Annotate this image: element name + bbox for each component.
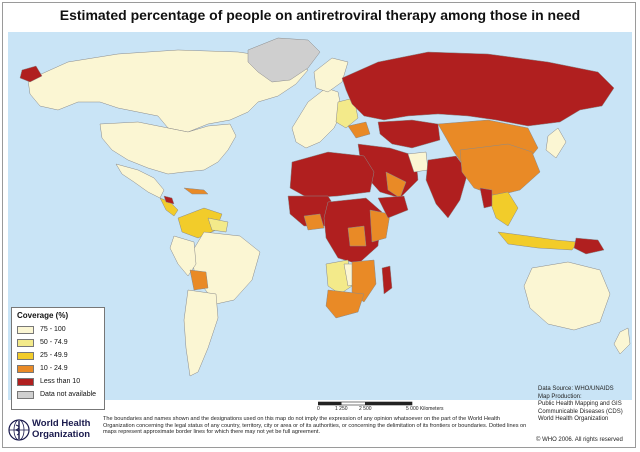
south-africa bbox=[325, 289, 365, 319]
india bbox=[425, 155, 469, 219]
myanmar bbox=[479, 187, 493, 209]
map-production: Map Production: bbox=[538, 393, 582, 400]
legend-label: 25 - 49.9 bbox=[40, 352, 68, 359]
peru bbox=[169, 235, 197, 277]
scale-label-1250: 1 250 bbox=[335, 406, 348, 412]
guianas bbox=[207, 217, 229, 233]
southern-africa-e bbox=[351, 259, 377, 303]
map-title: Estimated percentage of people on antire… bbox=[59, 7, 581, 23]
alaska-west bbox=[19, 65, 43, 83]
legend-label: 10 - 24.9 bbox=[40, 365, 68, 372]
southeast-asia bbox=[487, 191, 519, 227]
scale-bar: 0 1 250 2 500 5 000 Kilometers bbox=[317, 401, 468, 415]
greenland bbox=[247, 37, 321, 83]
europe-west bbox=[291, 87, 343, 149]
source-notes: Data Source: WHO/UNAIDS Map Production: … bbox=[538, 386, 636, 424]
russia bbox=[341, 51, 615, 127]
east-africa bbox=[369, 209, 391, 243]
horn-africa bbox=[377, 195, 409, 219]
producer-line-1: Public Health Mapping and GIS bbox=[538, 401, 622, 408]
producer-line-3: World Health Organization bbox=[538, 416, 609, 423]
legend-item-na: Data not available bbox=[17, 388, 99, 401]
australia bbox=[523, 261, 611, 331]
scale-label-2500: 2 500 bbox=[359, 406, 372, 412]
bolivia bbox=[189, 269, 209, 291]
canada-alaska bbox=[27, 49, 309, 133]
central-africa-mid bbox=[347, 225, 367, 247]
madagascar bbox=[381, 265, 393, 295]
legend-item-50-74: 50 - 74.9 bbox=[17, 336, 99, 349]
legend-item-10-24: 10 - 24.9 bbox=[17, 362, 99, 375]
legend-swatch bbox=[17, 364, 34, 373]
disclaimer: The boundaries and names shown and the d… bbox=[103, 416, 527, 436]
producer-line-2: Communicable Diseases (CDS) bbox=[538, 408, 623, 415]
central-america-lt10 bbox=[163, 195, 175, 205]
china bbox=[459, 143, 541, 197]
legend-label: Data not available bbox=[40, 391, 97, 398]
usa bbox=[99, 121, 237, 175]
japan-korea bbox=[545, 127, 567, 159]
caribbean bbox=[183, 187, 209, 195]
who-emblem-icon bbox=[8, 419, 30, 441]
legend-item-25-49: 25 - 49.9 bbox=[17, 349, 99, 362]
legend-label: 75 - 100 bbox=[40, 326, 66, 333]
scale-label-5000: 5 000 Kilometers bbox=[406, 406, 444, 412]
who-line-1: World Health bbox=[32, 418, 91, 429]
legend-item-75-100: 75 - 100 bbox=[17, 323, 99, 336]
legend-swatch bbox=[17, 325, 34, 334]
data-source: Data Source: WHO/UNAIDS bbox=[538, 386, 614, 392]
legend-swatch bbox=[17, 338, 34, 347]
scale-label-0: 0 bbox=[317, 406, 320, 412]
copyright: © WHO 2006. All rights reserved bbox=[536, 437, 623, 443]
scale-bar-graphic bbox=[318, 401, 413, 406]
papua bbox=[573, 237, 605, 255]
north-africa bbox=[289, 151, 375, 199]
who-logo: World Health Organization bbox=[8, 417, 104, 445]
who-wordmark: World Health Organization bbox=[32, 418, 91, 440]
legend-label: 50 - 74.9 bbox=[40, 339, 68, 346]
legend-swatch bbox=[17, 390, 34, 399]
ukraine-region bbox=[347, 121, 371, 139]
world-map bbox=[8, 32, 632, 400]
indonesia bbox=[497, 231, 579, 251]
world-map-svg bbox=[19, 37, 631, 377]
legend-item-lt10: Less than 10 bbox=[17, 375, 99, 388]
legend-swatch bbox=[17, 351, 34, 360]
west-africa-mid bbox=[303, 213, 325, 231]
legend-swatch bbox=[17, 377, 34, 386]
who-line-2: Organization bbox=[32, 428, 91, 440]
map-legend: Coverage (%) 75 - 100 50 - 74.9 25 - 49.… bbox=[11, 307, 105, 410]
scandinavia bbox=[313, 57, 349, 93]
legend-title: Coverage (%) bbox=[17, 311, 69, 320]
central-asia bbox=[377, 119, 441, 149]
southern-cone bbox=[183, 289, 219, 377]
new-zealand bbox=[613, 327, 631, 355]
legend-label: Less than 10 bbox=[40, 378, 81, 385]
